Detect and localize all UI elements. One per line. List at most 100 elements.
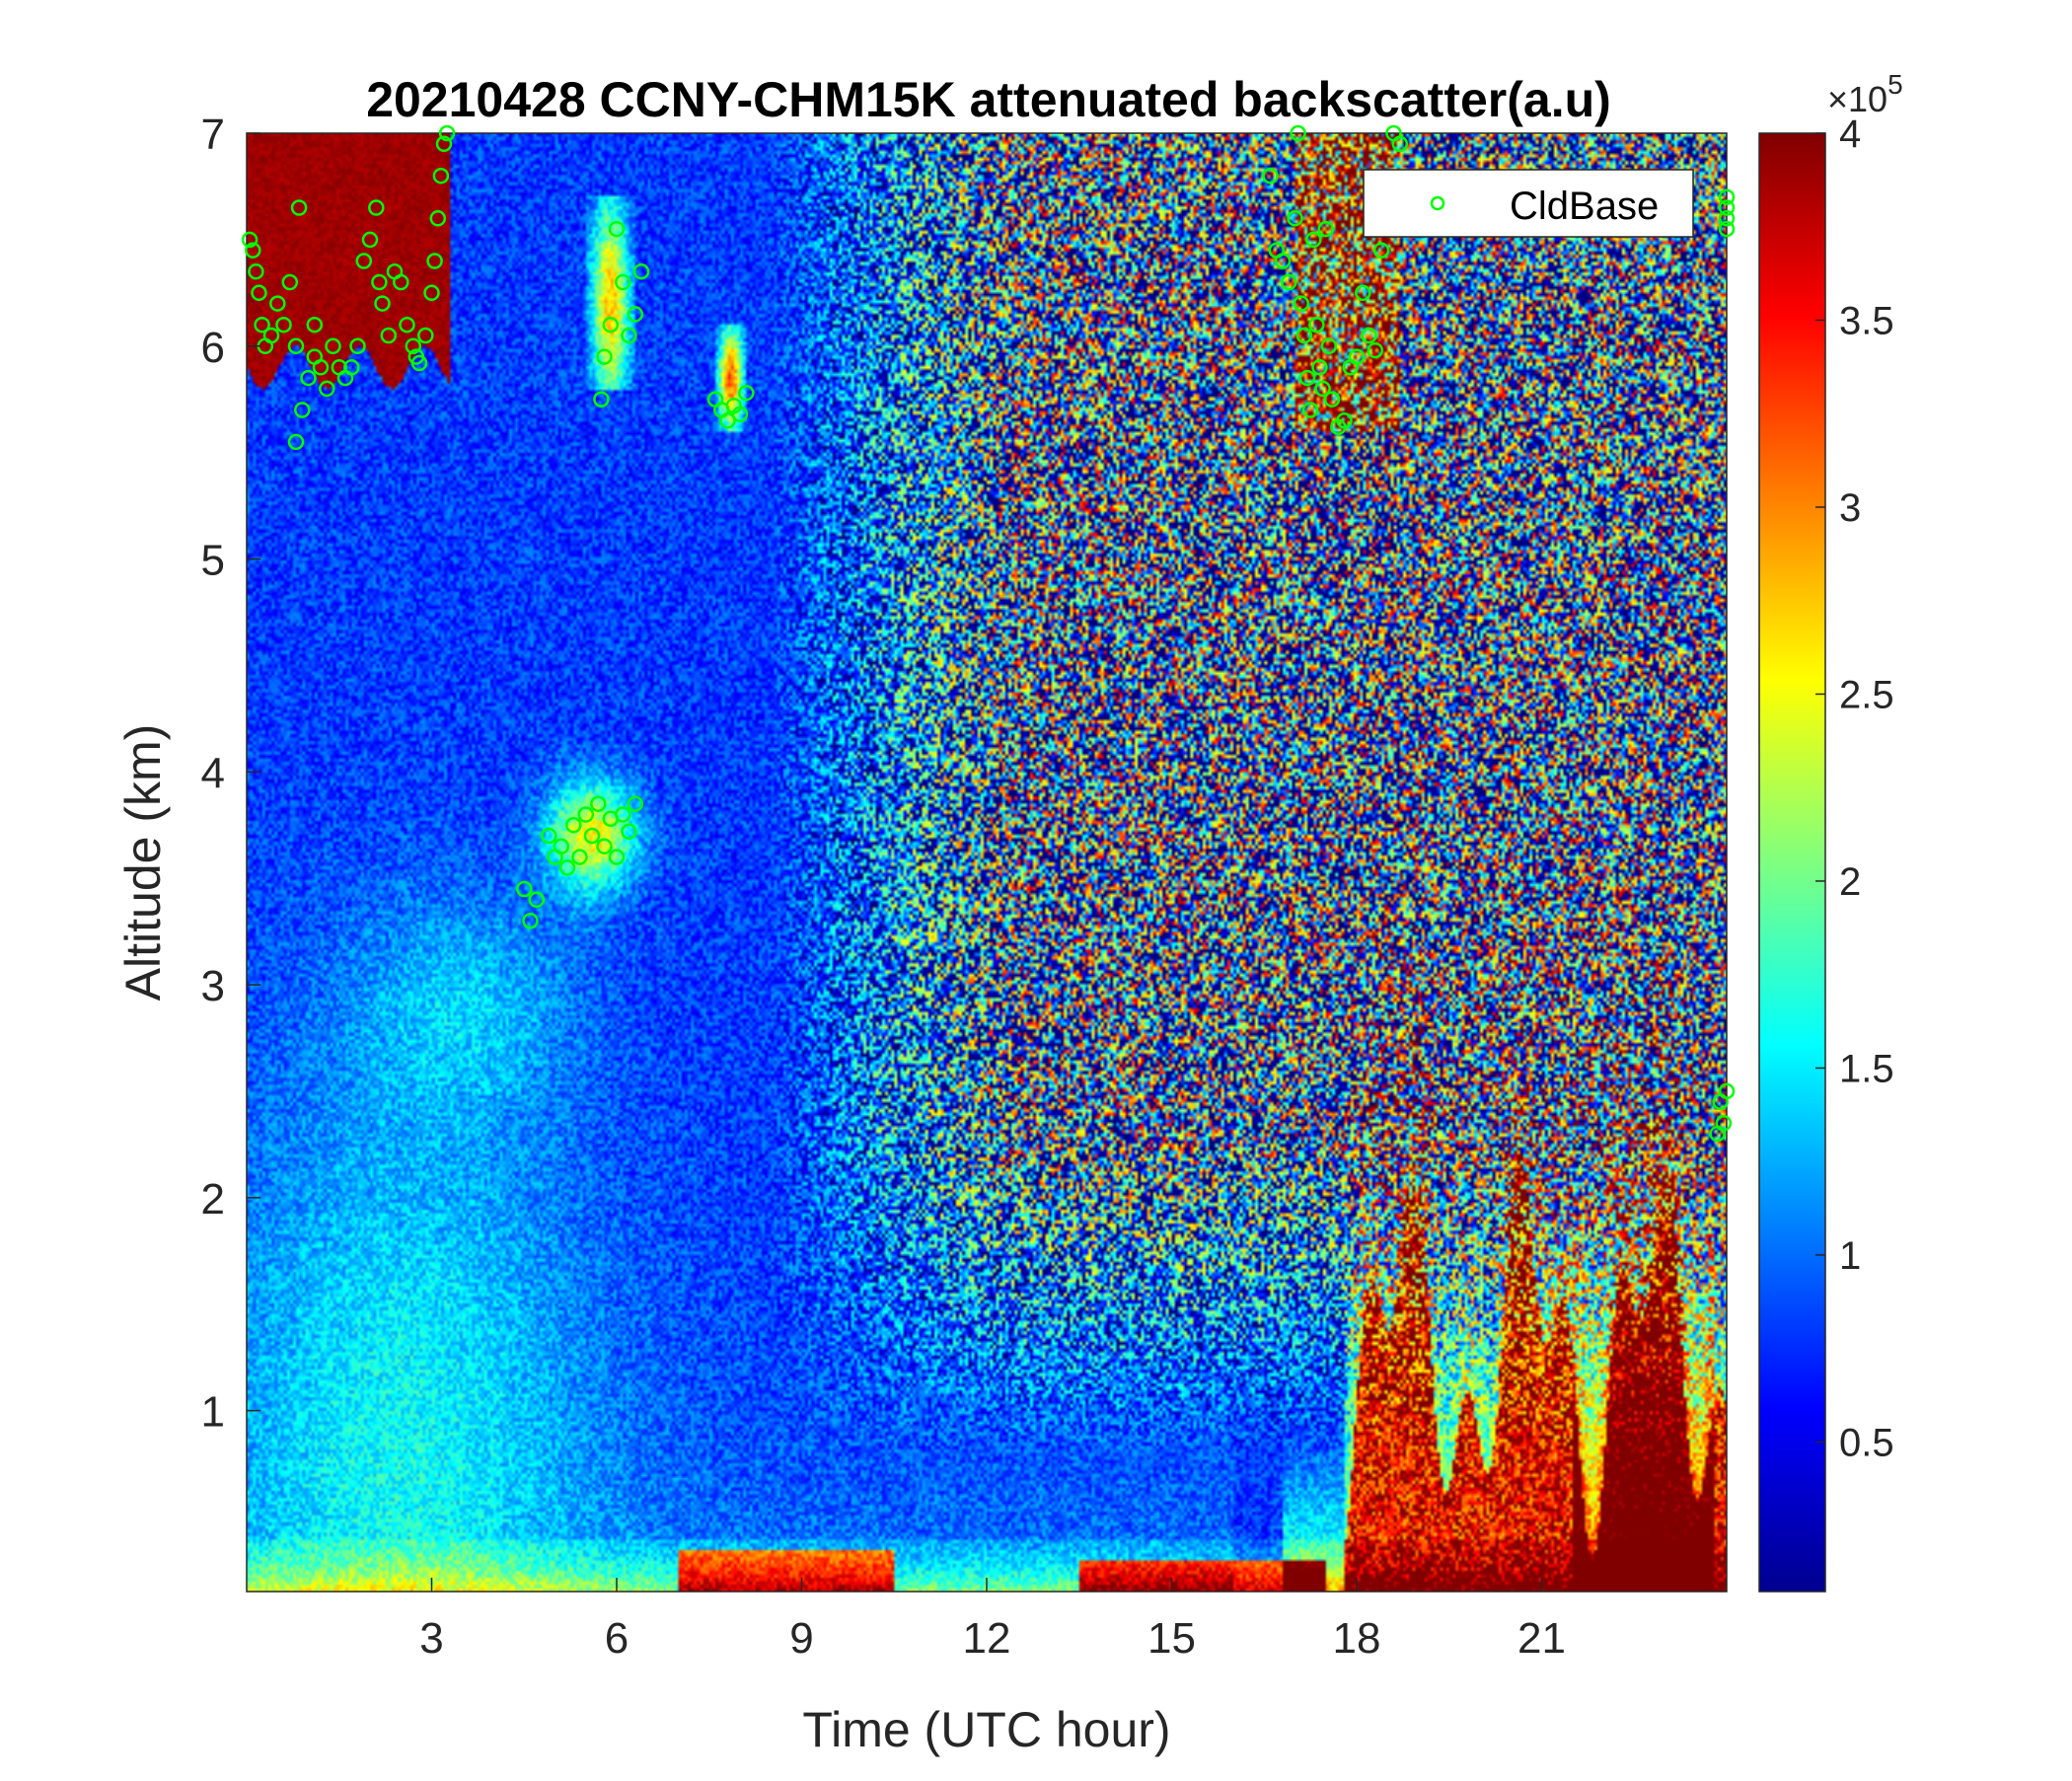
cldbase-point <box>435 135 453 153</box>
cldbase-point <box>1709 1125 1726 1143</box>
colorbar-exponent: ×105 <box>1827 69 1903 119</box>
cldbase-point <box>254 316 270 334</box>
cldbase-point <box>287 433 305 451</box>
cldbase-point <box>1320 337 1338 355</box>
x-tick-label: 3 <box>419 1614 443 1663</box>
cldbase-point <box>1305 231 1322 249</box>
cldbase-point <box>627 306 644 323</box>
cldbase-point <box>621 823 637 840</box>
cldbase-point <box>426 253 443 269</box>
x-axis: 3 6 9 12 15 18 21 <box>419 1578 1566 1663</box>
y-tick-label: 1 <box>201 1388 225 1437</box>
x-tick-label: 21 <box>1517 1614 1566 1663</box>
cldbase-point <box>300 369 317 387</box>
cldbase-point <box>405 337 422 355</box>
cldbase-point <box>325 337 341 355</box>
cldbase-point <box>528 891 546 909</box>
cldbase-point <box>1718 188 1736 205</box>
cldbase-point <box>577 806 595 823</box>
cldbase-point <box>1355 284 1371 302</box>
cldbase-point <box>343 359 360 376</box>
cldbase-point <box>1361 327 1377 344</box>
cldbase-point <box>553 838 570 855</box>
cldbase-point <box>371 273 388 291</box>
y-tick-label: 5 <box>201 537 225 585</box>
cldbase-point <box>1317 220 1335 238</box>
cldbase-point <box>1718 1082 1736 1100</box>
cldbase-point <box>558 859 576 876</box>
cldbase-point <box>312 359 330 376</box>
cldbase-point <box>306 316 324 334</box>
y-tick-label: 4 <box>201 749 225 797</box>
cldbase-point <box>1262 167 1279 185</box>
y-tick-label: 2 <box>201 1175 225 1224</box>
cldbase-point <box>438 124 456 142</box>
cldbase-point <box>1293 295 1310 312</box>
cldbase-point <box>1348 348 1366 365</box>
x-tick-label: 15 <box>1147 1614 1196 1663</box>
cldbase-point <box>1308 316 1325 334</box>
y-axis: 1 2 3 4 5 6 7 <box>201 111 260 1437</box>
cldbase-point <box>355 253 373 269</box>
colorbar-tick-label: 2.5 <box>1839 673 1894 716</box>
cldbase-point <box>1290 124 1306 142</box>
cldbase-point <box>245 242 261 259</box>
cldbase-point <box>541 827 557 845</box>
cldbase-point <box>1336 412 1353 429</box>
colorbar-tick-label: 3 <box>1839 486 1861 530</box>
cldbase-point <box>621 327 637 344</box>
cldbase-point <box>731 406 749 423</box>
cldbase-point <box>596 348 613 365</box>
cldbase-point <box>423 284 440 302</box>
cldbase-point <box>429 210 447 227</box>
cldbase-point <box>251 284 267 302</box>
colorbar: 0.5 1 1.5 2 2.5 3 3.5 4 ×105 <box>1758 69 1903 1593</box>
cldbase-point <box>1301 402 1319 418</box>
backscatter-heatmap <box>247 133 1727 1592</box>
colorbar-tick-label: 1 <box>1839 1234 1861 1278</box>
cldbase-series <box>241 124 1736 1143</box>
cldbase-point <box>583 827 601 845</box>
cldbase-point <box>1391 135 1409 153</box>
cldbase-point <box>571 849 588 865</box>
cldbase-point <box>608 849 626 865</box>
legend: CldBase <box>1363 169 1694 238</box>
y-axis-label: Altitude (km) <box>115 724 171 1002</box>
cldbase-point <box>432 167 450 185</box>
cldbase-point <box>1718 220 1736 238</box>
chart-title: 20210428 CCNY-CHM15K attenuated backscat… <box>366 72 1611 127</box>
cldbase-point <box>281 273 299 291</box>
colorbar-exponent-power: 5 <box>1887 69 1903 100</box>
cldbase-point <box>410 354 428 372</box>
plot-area <box>246 132 1728 1593</box>
cldbase-point <box>417 327 434 344</box>
cldbase-point <box>522 913 539 929</box>
cldbase-point <box>1274 253 1292 269</box>
colorbar-gradient <box>1758 132 1826 1593</box>
cldbase-point <box>627 795 644 812</box>
cldbase-point <box>738 384 755 402</box>
cldbase-point <box>596 838 613 855</box>
cldbase-point <box>374 295 391 312</box>
cldbase-point <box>262 327 280 344</box>
y-tick-label: 6 <box>201 324 225 372</box>
legend-box <box>1363 169 1694 238</box>
colorbar-tick-label: 0.5 <box>1839 1421 1894 1464</box>
colorbar-tick-label: 3.5 <box>1839 299 1894 342</box>
x-axis-label: Time (UTC hour) <box>802 1702 1170 1757</box>
cldbase-point <box>615 273 631 291</box>
cldbase-point <box>632 262 650 280</box>
cldbase-point <box>1367 341 1384 359</box>
cldbase-point <box>294 402 311 418</box>
cldbase-point <box>275 316 292 334</box>
cldbase-point <box>1372 242 1390 259</box>
colorbar-ticks: 0.5 1 1.5 2 2.5 3 3.5 4 <box>1815 112 1894 1464</box>
cldbase-point <box>608 220 626 238</box>
legend-marker-cldbase <box>1430 195 1445 211</box>
cldbase-point <box>319 380 335 398</box>
cldbase-point <box>290 199 308 216</box>
cldbase-point <box>393 273 409 291</box>
cldbase-point <box>361 231 379 249</box>
